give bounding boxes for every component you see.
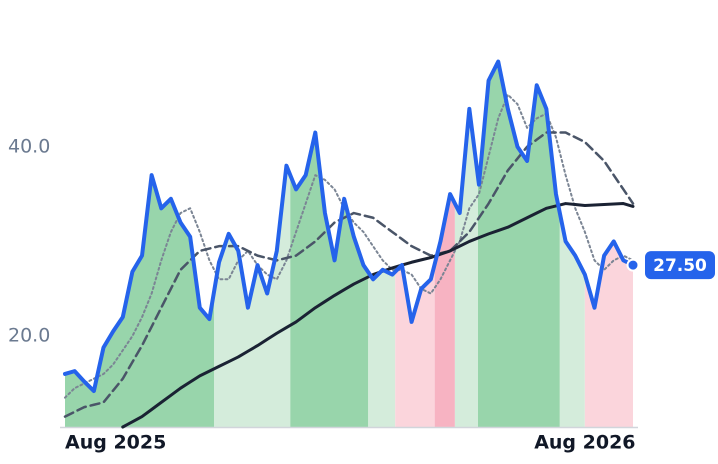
region [454,108,479,427]
last-point [626,258,640,272]
price-label: 27.50 [653,256,707,276]
region [584,241,633,427]
region [478,61,560,427]
series-line [63,131,635,418]
x-tick-label: Aug 2026 [534,432,635,454]
y-tick-label: 40.0 [8,135,50,157]
x-tick-label: Aug 2025 [65,432,166,454]
region [395,264,435,427]
region [368,269,396,427]
region [290,132,369,427]
price-badge [645,251,715,280]
region [65,175,215,427]
series-line [63,59,635,394]
y-tick-label: 20.0 [8,325,50,347]
